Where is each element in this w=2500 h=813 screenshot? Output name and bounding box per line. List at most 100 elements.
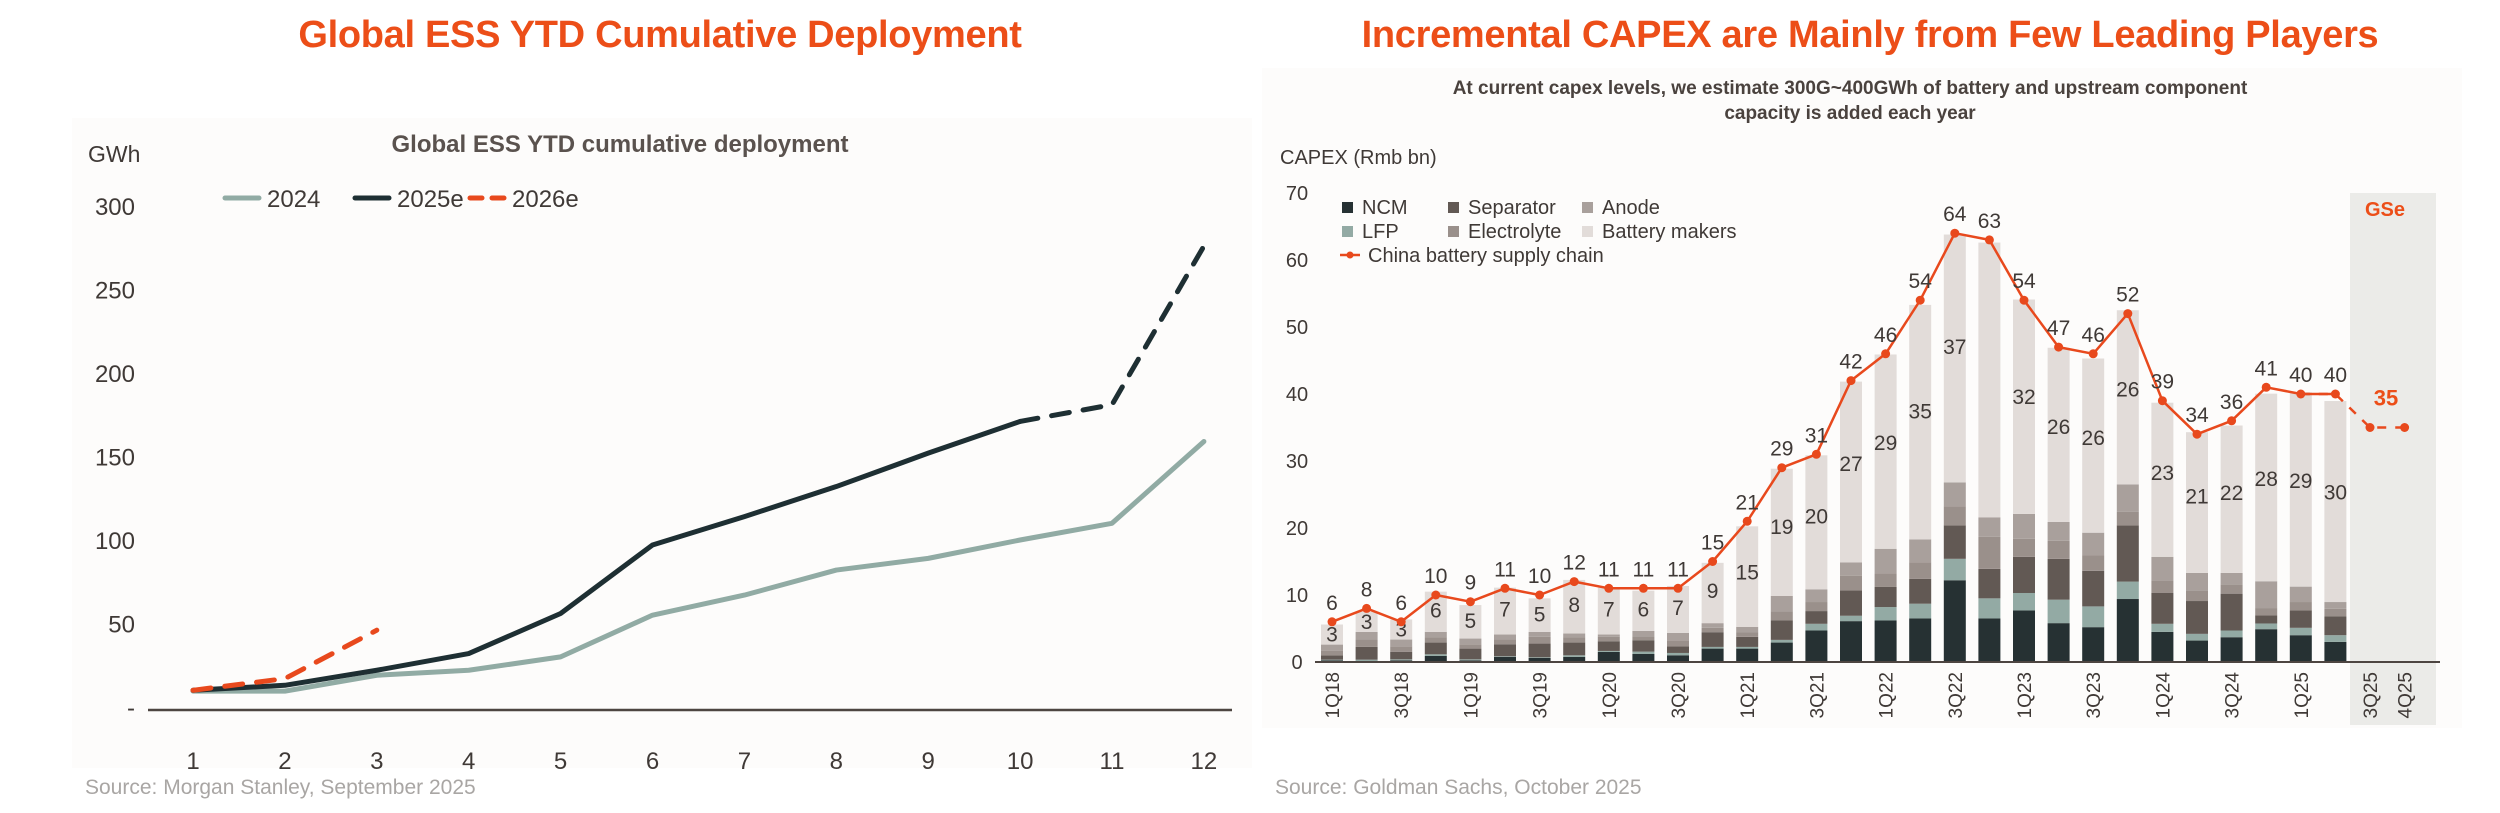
bar-2Q19: 7 xyxy=(1494,587,1516,662)
left-panel-heading: Global ESS YTD Cumulative Deployment xyxy=(298,14,1022,56)
battery-makers-value-label: 21 xyxy=(2185,486,2208,509)
legend-item-anode: Anode xyxy=(1582,197,1660,219)
bar-segment-lfp xyxy=(1840,615,1862,622)
y-tick-label: 50 xyxy=(108,612,135,639)
bar-segment-electrolyte xyxy=(1701,627,1724,633)
bar-segment-ncm xyxy=(1597,651,1620,662)
bar-segment-ncm xyxy=(2186,640,2208,662)
bar-segment-battery-makers xyxy=(1840,381,1862,563)
bar-3Q21: 20 xyxy=(1805,455,1828,662)
supply-chain-point xyxy=(2261,382,2271,392)
bar-segment-anode xyxy=(1563,633,1586,638)
x-tick-label: 6 xyxy=(646,748,659,775)
bar-segment-battery-makers xyxy=(2116,310,2139,485)
bar-2Q23: 26 xyxy=(2047,347,2070,662)
bar-segment-separator xyxy=(1494,644,1516,657)
bar-segment-lfp xyxy=(1390,659,1413,661)
supply-chain-value-label: 8 xyxy=(1361,578,1373,601)
bar-segment-battery-makers xyxy=(2324,401,2347,603)
x-tick-label: 3Q22 xyxy=(1946,672,1967,718)
supply-chain-value-label: 29 xyxy=(1770,438,1793,461)
battery-makers-value-label: 7 xyxy=(1499,599,1511,622)
bar-segment-electrolyte xyxy=(1736,632,1759,637)
supply-chain-point xyxy=(2157,396,2167,406)
supply-chain-point xyxy=(2365,423,2375,432)
bar-segment-ncm xyxy=(2047,623,2070,662)
x-tick-label: 11 xyxy=(1100,748,1125,775)
bar-4Q19: 8 xyxy=(1563,579,1586,662)
bar-segment-lfp xyxy=(1736,646,1759,649)
supply-chain-point xyxy=(1950,228,1960,238)
supply-chain-point xyxy=(2123,309,2133,319)
bar-segment-battery-makers xyxy=(1563,579,1586,634)
bar-segment-lfp xyxy=(1494,656,1516,657)
bar-segment-lfp xyxy=(1321,659,1343,661)
bar-segment-separator xyxy=(1978,568,2001,599)
bar-segment-lfp xyxy=(2289,627,2312,636)
legend-swatch xyxy=(1448,226,1459,237)
x-tick-label: 1Q24 xyxy=(2153,672,2174,719)
bar-segment-lfp xyxy=(1528,657,1551,658)
bar-segment-anode xyxy=(1840,562,1862,576)
bar-segment-separator xyxy=(2116,525,2139,582)
bar-segment-lfp xyxy=(2255,623,2278,630)
supply-chain-point xyxy=(1569,577,1579,587)
bar-segment-electrolyte xyxy=(1321,650,1343,656)
supply-chain-line-estimate xyxy=(2300,392,2405,429)
bar-segment-anode xyxy=(1494,634,1516,640)
bar-segment-battery-makers xyxy=(1632,590,1655,631)
bar-segment-separator xyxy=(1424,642,1447,655)
bar-segment-ncm xyxy=(1701,648,1724,662)
bar-segment-anode xyxy=(2255,581,2278,609)
bar-segment-anode xyxy=(2289,586,2312,603)
legend-item-battery-makers: Battery makers xyxy=(1582,221,1736,243)
bar-segment-lfp xyxy=(2116,581,2139,600)
battery-makers-value-label: 29 xyxy=(1874,432,1897,455)
bar-2Q22: 35 xyxy=(1909,304,1932,662)
battery-makers-value-label: 9 xyxy=(1707,580,1719,603)
bar-segment-anode xyxy=(1632,630,1655,637)
supply-chain-value-label: 52 xyxy=(2116,284,2139,307)
bar-segment-anode xyxy=(2013,513,2035,539)
bar-segment-battery-makers xyxy=(1736,526,1759,627)
supply-chain-point xyxy=(1638,583,1648,593)
bar-segment-electrolyte xyxy=(1563,637,1586,643)
bar-segment-lfp xyxy=(1909,603,1932,619)
bar-4Q23: 26 xyxy=(2116,310,2139,662)
bar-segment-separator xyxy=(2013,556,2035,593)
bar-segment-separator xyxy=(1563,642,1586,656)
bar-segment-anode xyxy=(1943,482,1966,507)
supply-chain-point xyxy=(2330,389,2340,399)
bar-segment-anode xyxy=(1459,638,1482,645)
bar-segment-battery-makers xyxy=(2047,347,2070,522)
supply-chain-value-label: 54 xyxy=(2012,270,2036,293)
left-source-note: Source: Morgan Stanley, September 2025 xyxy=(85,776,476,799)
x-tick-label: 3Q18 xyxy=(1392,672,1413,718)
x-tick-label: 8 xyxy=(830,748,843,775)
supply-chain-value-label: 11 xyxy=(1632,558,1654,581)
bar-segment-battery-makers xyxy=(1390,619,1413,640)
supply-chain-value-label: 6 xyxy=(1326,592,1338,615)
supply-chain-point xyxy=(1742,516,1752,526)
bar-segment-separator xyxy=(1943,525,1966,559)
supply-chain-point xyxy=(1811,449,1821,459)
bar-segment-battery-makers xyxy=(1321,624,1343,645)
bar-chart-subtitle-line-2: capacity is added each year xyxy=(1724,103,1976,124)
legend-label: Battery makers xyxy=(1602,221,1736,243)
x-tick-label: 4 xyxy=(462,748,475,775)
bar-segment-ncm xyxy=(1667,655,1689,662)
supply-chain-value-label: 6 xyxy=(1395,592,1407,615)
bar-segment-battery-makers xyxy=(2220,425,2243,573)
bar-segment-electrolyte xyxy=(1355,639,1378,647)
legend-label: 2024 xyxy=(267,186,320,213)
series-line-2025e-forecast xyxy=(1017,243,1207,424)
x-tick-label: 1Q19 xyxy=(1461,672,1482,718)
bar-1Q23: 32 xyxy=(2012,299,2036,662)
bar-segment-separator xyxy=(1909,578,1932,604)
x-axis-ticks: 1 2 3 4 5 6 7 8 9 10 11 12 xyxy=(186,748,1217,775)
supply-chain-estimate-label: 35 xyxy=(2374,386,2398,411)
legend-item-2025e: 2025e xyxy=(352,186,464,213)
battery-makers-value-label: 3 xyxy=(1395,619,1407,642)
bar-segment-battery-makers xyxy=(2151,402,2174,557)
